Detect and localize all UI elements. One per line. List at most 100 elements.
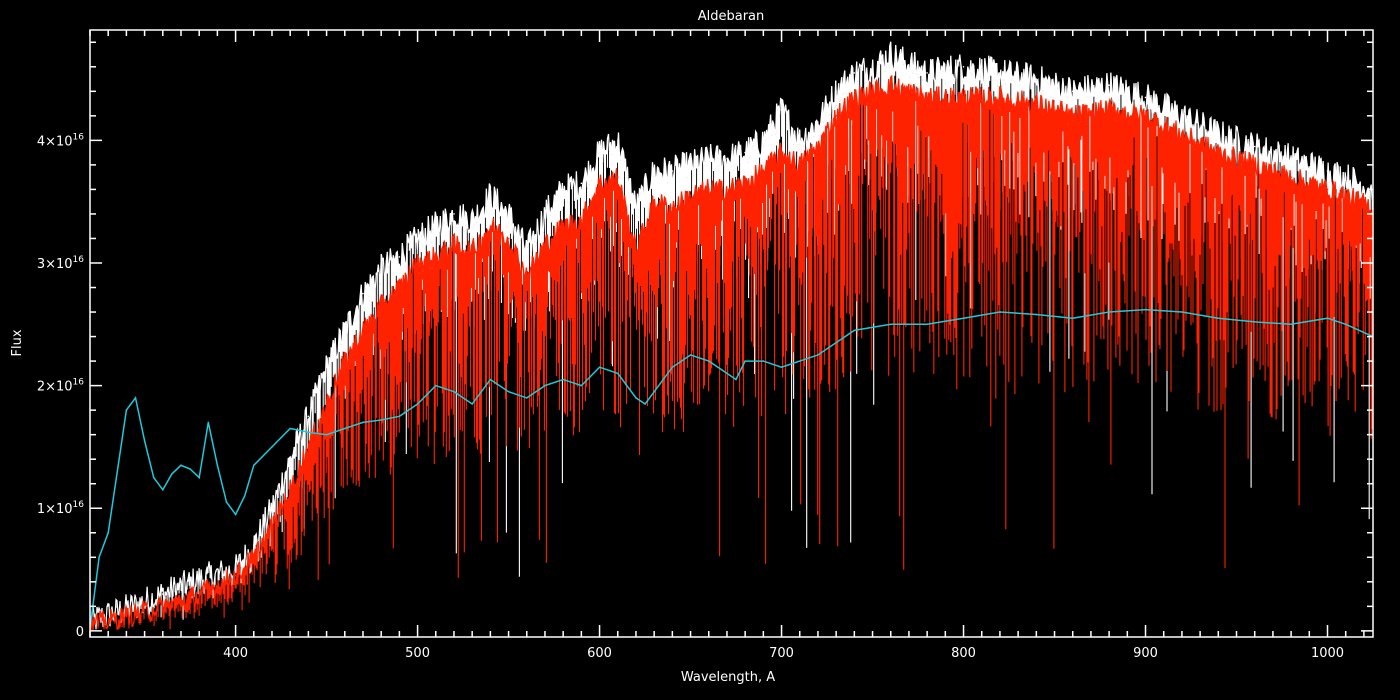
- data-point: [726, 188, 728, 191]
- data-point: [198, 578, 200, 581]
- data-point: [744, 151, 746, 154]
- data-point: [289, 427, 292, 430]
- data-point: [253, 544, 255, 546]
- data-point: [926, 72, 928, 74]
- data-point: [1108, 311, 1110, 313]
- data-point: [798, 139, 801, 142]
- data-point: [398, 286, 401, 289]
- y-tick-label: 0: [76, 625, 84, 640]
- data-point: [380, 268, 383, 270]
- data-point: [471, 403, 474, 405]
- series-spectrum-main: [90, 74, 1373, 632]
- data-point: [853, 72, 856, 74]
- data-point: [671, 207, 674, 209]
- data-point: [962, 317, 965, 320]
- data-point: [1290, 323, 1292, 326]
- data-point: [107, 532, 109, 534]
- data-point: [380, 305, 383, 307]
- y-tick-label: 2×1016: [37, 378, 84, 395]
- data-point: [1108, 108, 1110, 111]
- data-point: [617, 372, 619, 375]
- data-point: [289, 458, 292, 461]
- data-point: [435, 256, 437, 258]
- data-point: [489, 225, 492, 227]
- data-point: [962, 96, 965, 99]
- data-point: [507, 213, 510, 215]
- data-point: [216, 464, 219, 467]
- data-point: [416, 262, 419, 264]
- data-point: [617, 176, 619, 178]
- data-point: [471, 249, 474, 252]
- data-point: [689, 164, 692, 166]
- data-point: [708, 158, 710, 160]
- data-point: [344, 427, 346, 430]
- x-tick-label: 800: [951, 646, 976, 661]
- data-point: [1326, 188, 1329, 191]
- data-point: [1181, 311, 1183, 313]
- y-tick-label: 4×1016: [37, 132, 84, 149]
- absorption-lines: [90, 76, 1373, 631]
- data-point: [234, 568, 237, 571]
- data-point: [162, 605, 164, 608]
- data-point: [617, 139, 619, 142]
- data-point: [507, 390, 510, 393]
- data-point: [453, 213, 455, 215]
- x-tick-label: 700: [769, 646, 794, 661]
- data-point: [435, 225, 437, 227]
- data-point: [671, 170, 674, 172]
- data-point: [544, 243, 546, 246]
- data-point: [344, 360, 346, 362]
- data-point: [1217, 133, 1220, 135]
- data-point: [1108, 84, 1110, 86]
- data-point: [325, 433, 328, 436]
- data-point: [562, 188, 564, 191]
- data-point: [580, 384, 583, 387]
- data-point: [380, 419, 383, 421]
- data-point: [798, 164, 801, 166]
- x-tick-label: 1000: [1311, 646, 1344, 661]
- data-point: [234, 574, 237, 577]
- data-point: [871, 90, 874, 93]
- data-point: [999, 311, 1001, 313]
- data-point: [635, 207, 637, 209]
- data-point: [307, 431, 310, 434]
- data-point: [1035, 78, 1038, 80]
- data-point: [999, 72, 1001, 74]
- data-point: [416, 403, 419, 405]
- data-point: [207, 421, 210, 424]
- data-point: [817, 354, 819, 356]
- data-point: [926, 96, 928, 99]
- data-point: [726, 372, 728, 375]
- data-point: [1217, 317, 1220, 320]
- data-point: [1344, 176, 1347, 178]
- data-point: [243, 495, 246, 497]
- data-point: [689, 194, 692, 197]
- data-point: [471, 219, 474, 221]
- data-point: [398, 256, 401, 258]
- data-point: [171, 473, 173, 475]
- data-point: [253, 464, 255, 467]
- data-point: [544, 213, 546, 215]
- data-point: [325, 366, 328, 369]
- data-point: [1071, 90, 1074, 93]
- y-axis-label: Flux: [10, 329, 25, 356]
- data-point: [180, 464, 182, 467]
- data-point: [653, 170, 655, 172]
- data-point: [162, 489, 164, 491]
- data-point: [780, 151, 783, 154]
- data-point: [125, 615, 128, 617]
- data-point: [1181, 115, 1183, 117]
- data-point: [234, 513, 237, 516]
- data-point: [398, 415, 401, 418]
- data-point: [544, 384, 546, 387]
- plot-frame: [89, 29, 1374, 638]
- data-point: [744, 182, 746, 185]
- data-point: [871, 66, 874, 68]
- data-point: [889, 53, 892, 56]
- axes: 400 500 600 700 800 900 1000 0 1×1016 2×1016 3×101…: [37, 29, 1374, 661]
- data-point: [1326, 317, 1329, 320]
- data-point: [708, 188, 710, 191]
- data-point: [189, 468, 191, 470]
- data-point: [853, 96, 856, 99]
